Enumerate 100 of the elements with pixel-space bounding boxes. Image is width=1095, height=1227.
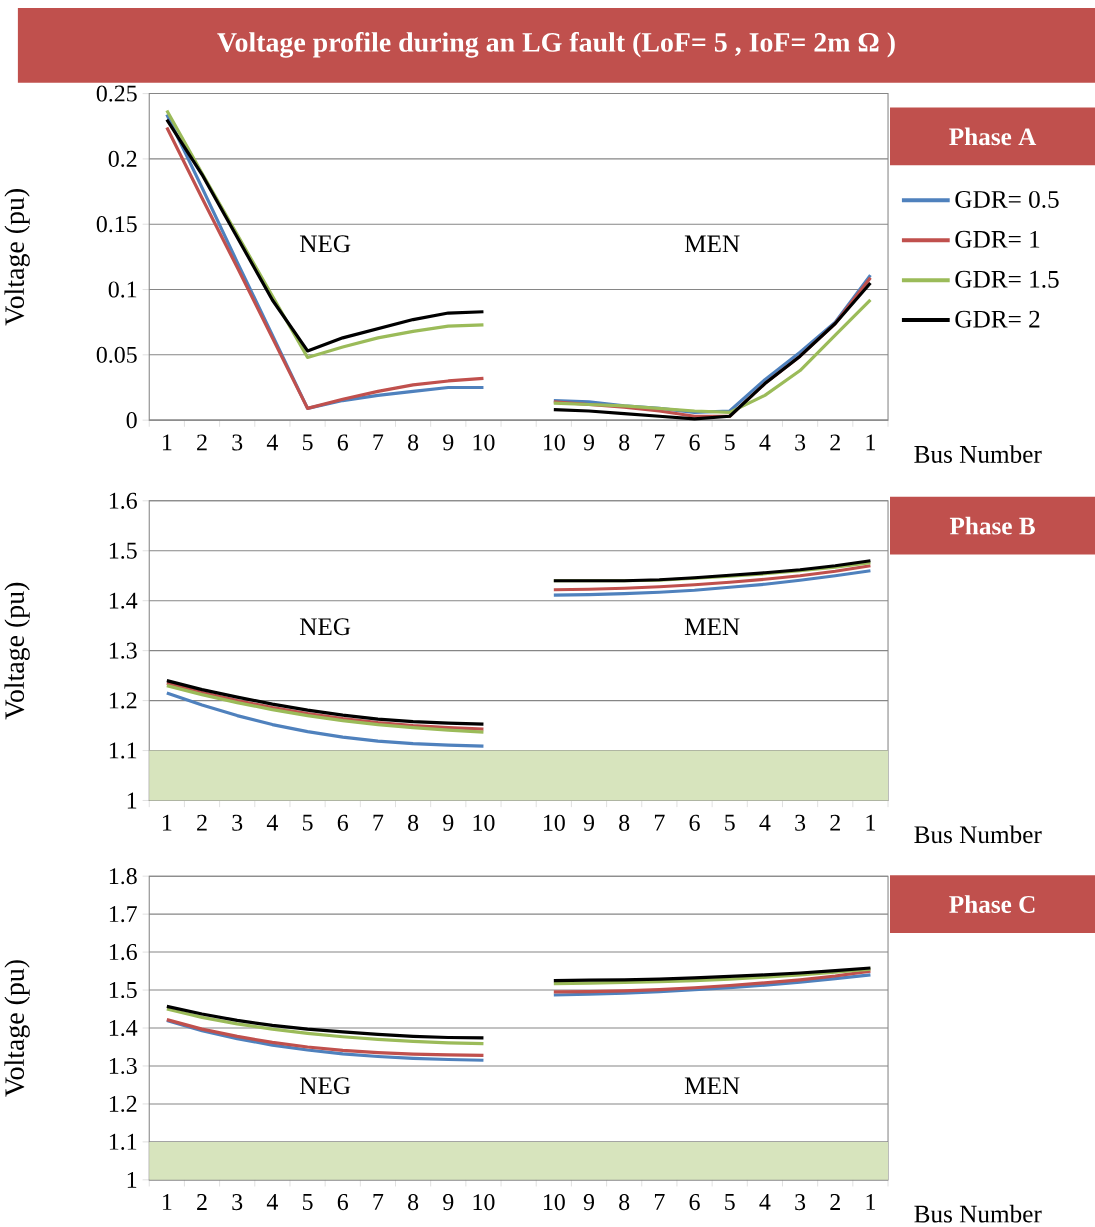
x-tick-label: 5 <box>725 1194 735 1210</box>
x-tick-label: 4 <box>759 434 771 451</box>
x-tick-label: 8 <box>619 814 630 831</box>
x-tick-label: 8 <box>619 434 630 451</box>
x-tick-label: 3 <box>795 434 806 451</box>
x-tick-label: 4 <box>759 814 771 831</box>
y-tick-label: 1.1 <box>109 1133 137 1150</box>
y-tick-label: 0.1 <box>108 281 137 298</box>
x-tick-label: 6 <box>337 1194 348 1211</box>
y-axis-title: Voltage (pu) <box>4 960 30 1097</box>
x-tick-label: 7 <box>654 814 665 831</box>
annotation: MEN <box>684 235 740 253</box>
x-tick-label: 9 <box>443 814 454 831</box>
y-tick-label: 1.2 <box>109 692 137 709</box>
x-tick-label: 6 <box>689 434 700 451</box>
x-tick-label: 6 <box>689 814 700 831</box>
x-tick-label: 6 <box>337 434 348 451</box>
x-axis-title: Bus Number <box>914 445 1042 463</box>
y-tick-label: 1.6 <box>109 492 137 509</box>
x-tick-label: 3 <box>795 1194 806 1211</box>
y-tick-label: 1 <box>127 792 137 809</box>
x-tick-label: 5 <box>302 814 313 831</box>
x-tick-label: 7 <box>373 814 384 831</box>
annotation: NEG <box>299 1077 351 1095</box>
x-tick-label: 4 <box>266 434 278 451</box>
y-tick-label: 0 <box>126 412 137 429</box>
x-tick-label: 9 <box>443 1194 454 1211</box>
x-tick-label: 9 <box>443 434 454 451</box>
x-tick-label: 7 <box>373 434 384 451</box>
y-tick-label: 1.8 <box>109 868 137 885</box>
annotation: MEN <box>684 618 740 635</box>
text: Phase C <box>949 895 1035 913</box>
x-tick-label: 10 <box>543 814 565 831</box>
x-tick-label: 8 <box>407 434 419 451</box>
x-tick-label: 4 <box>759 1194 771 1210</box>
x-tick-label: 3 <box>795 814 806 831</box>
x-tick-label: 9 <box>583 814 594 831</box>
x-tick-label: 5 <box>302 1194 313 1210</box>
chart-title: Voltage profile during an LG fault (LoF= 5 , IoF= 2m Ω ) <box>217 31 895 58</box>
y-tick-label: 1.5 <box>109 981 137 999</box>
x-tick-label: 8 <box>407 814 419 831</box>
y-tick-label: 1.2 <box>109 1095 137 1112</box>
x-tick-label: 3 <box>232 814 243 831</box>
x-tick-label: 5 <box>302 434 313 451</box>
x-tick-label: 7 <box>373 1194 384 1210</box>
x-tick-label: 1 <box>866 814 875 831</box>
legend-label: GDR= 0.5 <box>955 190 1059 208</box>
text: Phase A <box>949 127 1037 146</box>
x-tick-label: 3 <box>232 1194 243 1211</box>
x-tick-label: 10 <box>543 1194 565 1211</box>
y-tick-label: 1.4 <box>109 1019 138 1037</box>
y-tick-label: 0.25 <box>96 85 137 102</box>
x-tick-label: 10 <box>473 814 495 831</box>
x-tick-label: 2 <box>197 434 207 451</box>
x-tick-label: 9 <box>583 434 594 451</box>
x-tick-label: 5 <box>725 814 735 831</box>
y-tick-label: 1.1 <box>109 742 137 759</box>
x-tick-label: 1 <box>162 434 172 451</box>
x-tick-label: 1 <box>162 814 172 831</box>
y-tick-label: 0.15 <box>96 216 137 233</box>
x-axis-title: Bus Number <box>914 1204 1042 1223</box>
y-tick-label: 1.3 <box>109 1057 137 1075</box>
legend-label: GDR= 1.5 <box>955 270 1059 288</box>
x-tick-label: 7 <box>654 1194 665 1210</box>
legend-label: GDR= 2 <box>955 310 1040 328</box>
x-axis-title: Bus Number <box>914 825 1042 844</box>
x-tick-label: 2 <box>197 814 207 831</box>
text: Phase B <box>949 516 1035 535</box>
x-tick-label: 9 <box>583 1194 594 1211</box>
x-tick-label: 3 <box>232 434 243 451</box>
y-tick-label: 1.5 <box>109 542 137 559</box>
legend-label: GDR= 1 <box>955 230 1040 248</box>
x-tick-label: 8 <box>619 1194 630 1211</box>
x-tick-label: 7 <box>654 434 665 451</box>
x-tick-label: 2 <box>197 1194 207 1210</box>
x-tick-label: 4 <box>266 814 278 831</box>
y-tick-label: 1.6 <box>109 944 137 961</box>
x-tick-label: 10 <box>473 434 495 451</box>
x-tick-label: 2 <box>830 434 840 451</box>
y-tick-label: 1 <box>127 1171 137 1188</box>
y-tick-label: 0.2 <box>108 150 137 167</box>
x-tick-label: 6 <box>689 1194 700 1211</box>
x-tick-label: 1 <box>162 1194 172 1210</box>
x-tick-label: 5 <box>725 434 735 451</box>
y-tick-label: 1.3 <box>109 642 137 659</box>
x-tick-label: 1 <box>866 1194 875 1210</box>
annotation: MEN <box>684 1077 740 1094</box>
x-tick-label: 1 <box>866 434 875 451</box>
y-tick-label: 1.4 <box>109 592 138 609</box>
x-tick-label: 2 <box>830 1194 840 1210</box>
x-tick-label: 8 <box>407 1194 419 1211</box>
y-axis-title: Voltage (pu) <box>4 189 30 326</box>
x-tick-label: 4 <box>266 1194 278 1210</box>
y-axis-title: Voltage (pu) <box>4 582 30 720</box>
x-tick-label: 10 <box>473 1194 495 1211</box>
y-tick-label: 0.05 <box>96 346 137 363</box>
annotation: NEG <box>299 618 351 636</box>
x-tick-label: 10 <box>543 434 565 451</box>
y-tick-label: 1.7 <box>109 906 137 923</box>
x-tick-label: 6 <box>337 814 348 831</box>
